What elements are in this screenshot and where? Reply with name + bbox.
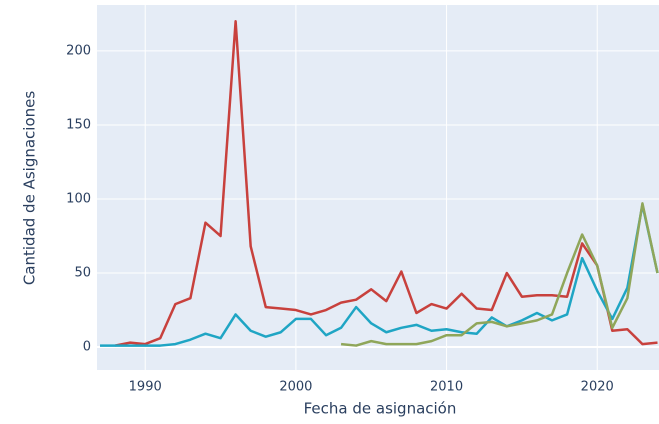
y-tick-label: 50 xyxy=(74,266,91,281)
y-tick-label: 200 xyxy=(66,43,91,58)
y-tick-label: 0 xyxy=(83,340,91,355)
plot-background xyxy=(97,5,659,370)
y-tick-label: 100 xyxy=(66,191,91,206)
x-tick-label: 2000 xyxy=(279,380,312,395)
y-axis-title: Cantidad de Asignaciones xyxy=(21,91,39,286)
y-tick-label: 150 xyxy=(66,117,91,132)
x-axis-title: Fecha de asignación xyxy=(304,400,457,418)
line-series xyxy=(340,202,659,347)
line-series xyxy=(100,203,659,347)
lines xyxy=(100,20,659,347)
line-series xyxy=(114,20,658,347)
x-tick-label: 1990 xyxy=(129,380,162,395)
x-tick-label: 2010 xyxy=(430,380,463,395)
x-tick-label: 2020 xyxy=(581,380,614,395)
